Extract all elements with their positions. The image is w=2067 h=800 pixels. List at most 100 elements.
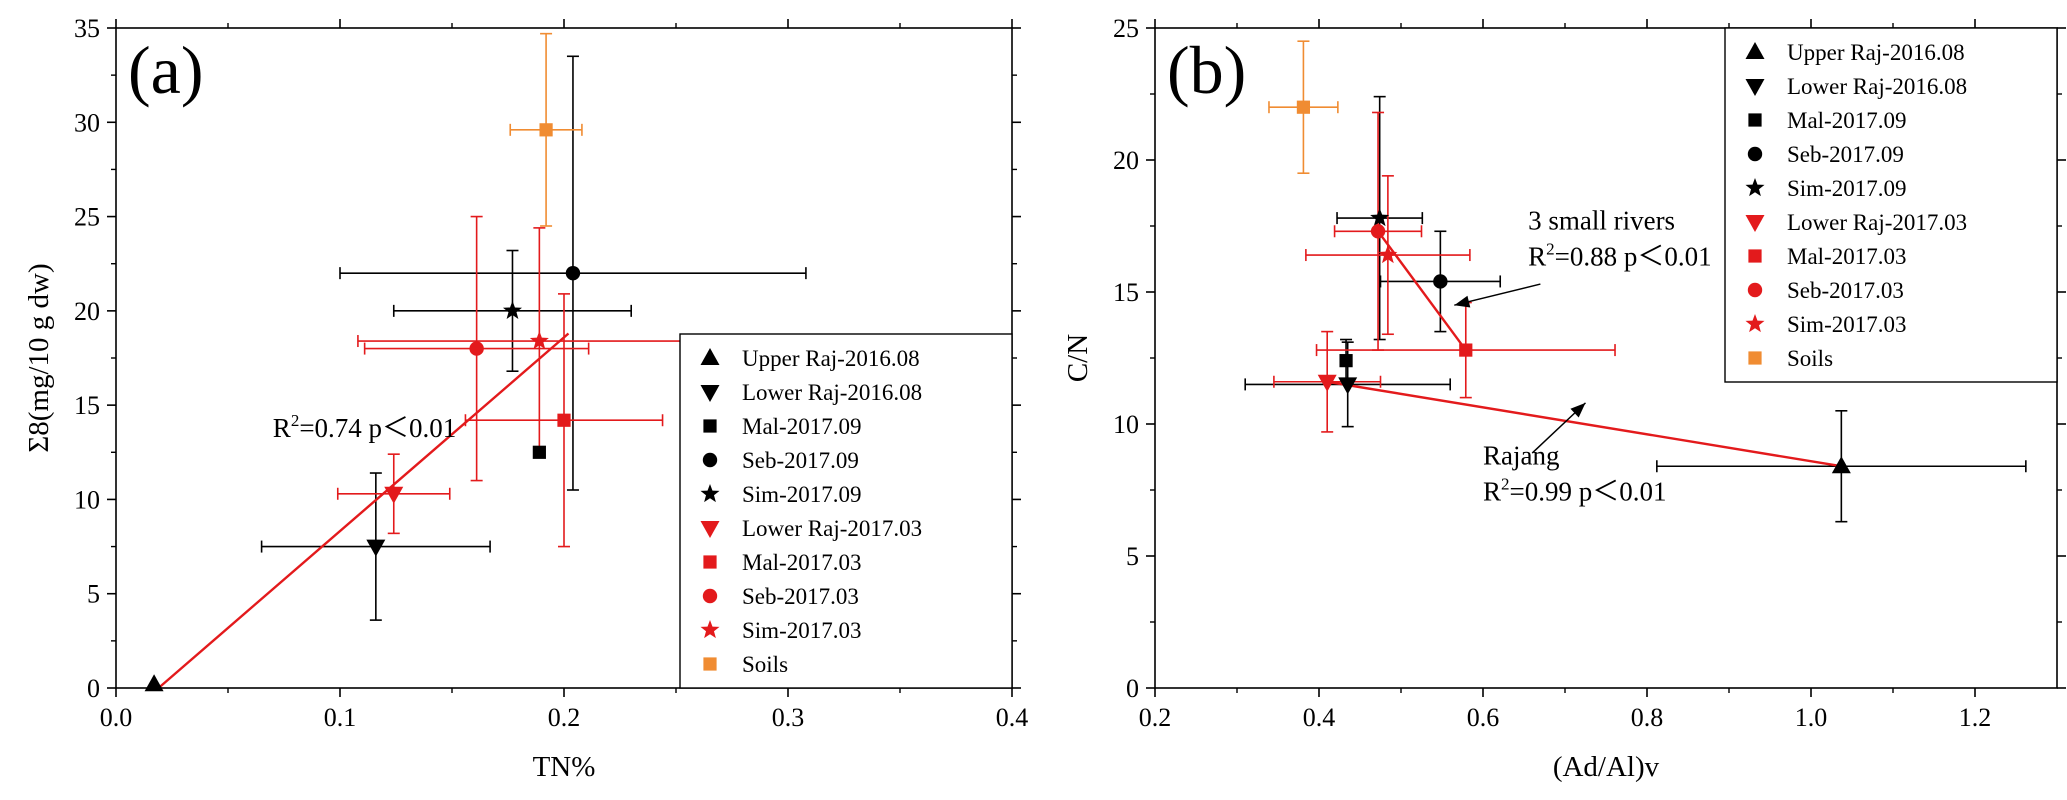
y-axis-title: C/N: [1062, 334, 1094, 382]
y-tick-label: 5: [87, 580, 100, 609]
x-tick-label: 1.2: [1959, 703, 1992, 732]
legend-label: Mal-2017.03: [742, 550, 861, 575]
legend-label: Mal-2017.09: [742, 414, 861, 439]
legend: Upper Raj-2016.08 Lower Raj-2016.08 Mal-20…: [679, 333, 1013, 689]
data-point: [384, 486, 404, 504]
annotation-r2: R2=0.88 p＜0.01: [1528, 240, 1712, 272]
legend-marker: [700, 348, 720, 365]
y-axis-title: Σ8(mg/10 g dw): [23, 263, 55, 452]
chart-panel-b: 0.2 0.4 0.6 0.8 1.0 1.2 0 5 10 15 20 25 (Ad/Al)v C/N (…: [1062, 14, 2066, 783]
data-point: [1370, 208, 1390, 227]
chart-panel-a: 0.0 0.1 0.2 0.3 0.4 0 5 10 15 20 25 30 35 TN% Σ8(mg/10…: [23, 14, 1028, 783]
legend-marker: [1745, 79, 1765, 96]
arrow-head: [1570, 402, 1586, 418]
legend-label: Sim-2017.09: [1787, 176, 1906, 201]
legend-marker: [700, 620, 720, 639]
legend-marker: [1748, 351, 1762, 365]
legend-label: Mal-2017.03: [1787, 244, 1906, 269]
legend-marker: [1745, 314, 1765, 333]
legend-label: Seb-2017.09: [1787, 142, 1904, 167]
regression-line: [1327, 380, 1842, 468]
data-point: [366, 539, 386, 557]
data-point: [565, 265, 581, 281]
y-tick-label: 15: [1113, 278, 1139, 307]
legend-marker: [700, 385, 720, 402]
y-tick-label: 35: [74, 14, 100, 43]
x-tick-label: 0.4: [996, 703, 1029, 732]
x-tick-label: 0.8: [1631, 703, 1664, 732]
legend-label: Sim-2017.03: [742, 618, 861, 643]
legend-marker: [1745, 215, 1765, 232]
panel-label: (b): [1167, 32, 1246, 108]
legend-label: Soils: [742, 652, 788, 677]
legend-label: Mal-2017.09: [1787, 108, 1906, 133]
legend-label: Sim-2017.09: [742, 482, 861, 507]
legend-marker: [700, 484, 720, 503]
x-axis-title: (Ad/Al)v: [1553, 751, 1660, 783]
legend-label: Sim-2017.03: [1787, 312, 1906, 337]
data-point: [557, 413, 571, 427]
y-tick-label: 0: [87, 674, 100, 703]
legend-marker: [703, 657, 717, 671]
regression-line: [157, 332, 570, 689]
data-point: [1339, 354, 1353, 368]
data-point: [1831, 456, 1851, 474]
legend-marker: [702, 588, 718, 604]
legend-marker: [1747, 282, 1763, 298]
y-tick-label: 20: [74, 297, 100, 326]
annotation-title: 3 small rivers: [1528, 206, 1675, 236]
x-tick-label: 0.3: [772, 703, 805, 732]
legend-marker: [1748, 249, 1762, 263]
y-tick-label: 10: [1113, 410, 1139, 439]
legend-marker: [702, 452, 718, 468]
legend-label: Seb-2017.03: [742, 584, 859, 609]
data-point: [1317, 374, 1337, 392]
data-point: [532, 445, 546, 459]
legend-label: Seb-2017.09: [742, 448, 859, 473]
y-tick-label: 5: [1126, 542, 1139, 571]
data-point: [1338, 377, 1358, 395]
x-axis-title: TN%: [533, 751, 596, 783]
legend-marker: [1747, 146, 1763, 162]
annotation-r2: R2=0.99 p＜0.01: [1483, 475, 1667, 507]
annotation-r2: R2=0.74 p＜0.01: [273, 411, 457, 443]
y-tick-label: 20: [1113, 146, 1139, 175]
x-tick-label: 0.2: [548, 703, 581, 732]
x-tick-label: 1.0: [1795, 703, 1828, 732]
y-tick-label: 25: [1113, 14, 1139, 43]
legend-marker: [1748, 113, 1762, 127]
y-tick-label: 30: [74, 108, 100, 137]
data-point: [1378, 245, 1398, 264]
x-tick-label: 0.0: [100, 703, 133, 732]
regression-line: [1377, 230, 1467, 351]
x-tick-label: 0.2: [1139, 703, 1172, 732]
legend-marker: [700, 521, 720, 538]
panel-label: (a): [128, 32, 203, 108]
data-point: [1370, 224, 1386, 239]
x-tick-label: 0.6: [1467, 703, 1500, 732]
legend-label: Lower Raj-2016.08: [1787, 74, 1967, 99]
legend-marker: [703, 555, 717, 569]
legend-box: [1724, 27, 2058, 383]
data-point: [1459, 343, 1473, 357]
data-point: [529, 331, 549, 350]
legend-label: Soils: [1787, 346, 1833, 371]
legend-label: Lower Raj-2017.03: [742, 516, 922, 541]
y-tick-label: 25: [74, 203, 100, 232]
legend-marker: [1745, 178, 1765, 197]
y-tick-label: 0: [1126, 674, 1139, 703]
legend-label: Upper Raj-2016.08: [742, 346, 920, 371]
legend-marker: [703, 419, 717, 433]
data-point: [502, 300, 522, 319]
x-tick-label: 0.4: [1303, 703, 1336, 732]
data-point: [1433, 274, 1448, 289]
legend-marker: [1745, 42, 1765, 59]
legend: Upper Raj-2016.08 Lower Raj-2016.08 Mal-20…: [1724, 27, 2058, 383]
legend-label: Upper Raj-2016.08: [1787, 40, 1965, 65]
legend-label: Lower Raj-2017.03: [1787, 210, 1967, 235]
annotation-title: Rajang: [1483, 441, 1559, 471]
x-tick-label: 0.1: [324, 703, 357, 732]
y-tick-label: 15: [74, 391, 100, 420]
y-tick-label: 10: [74, 485, 100, 514]
